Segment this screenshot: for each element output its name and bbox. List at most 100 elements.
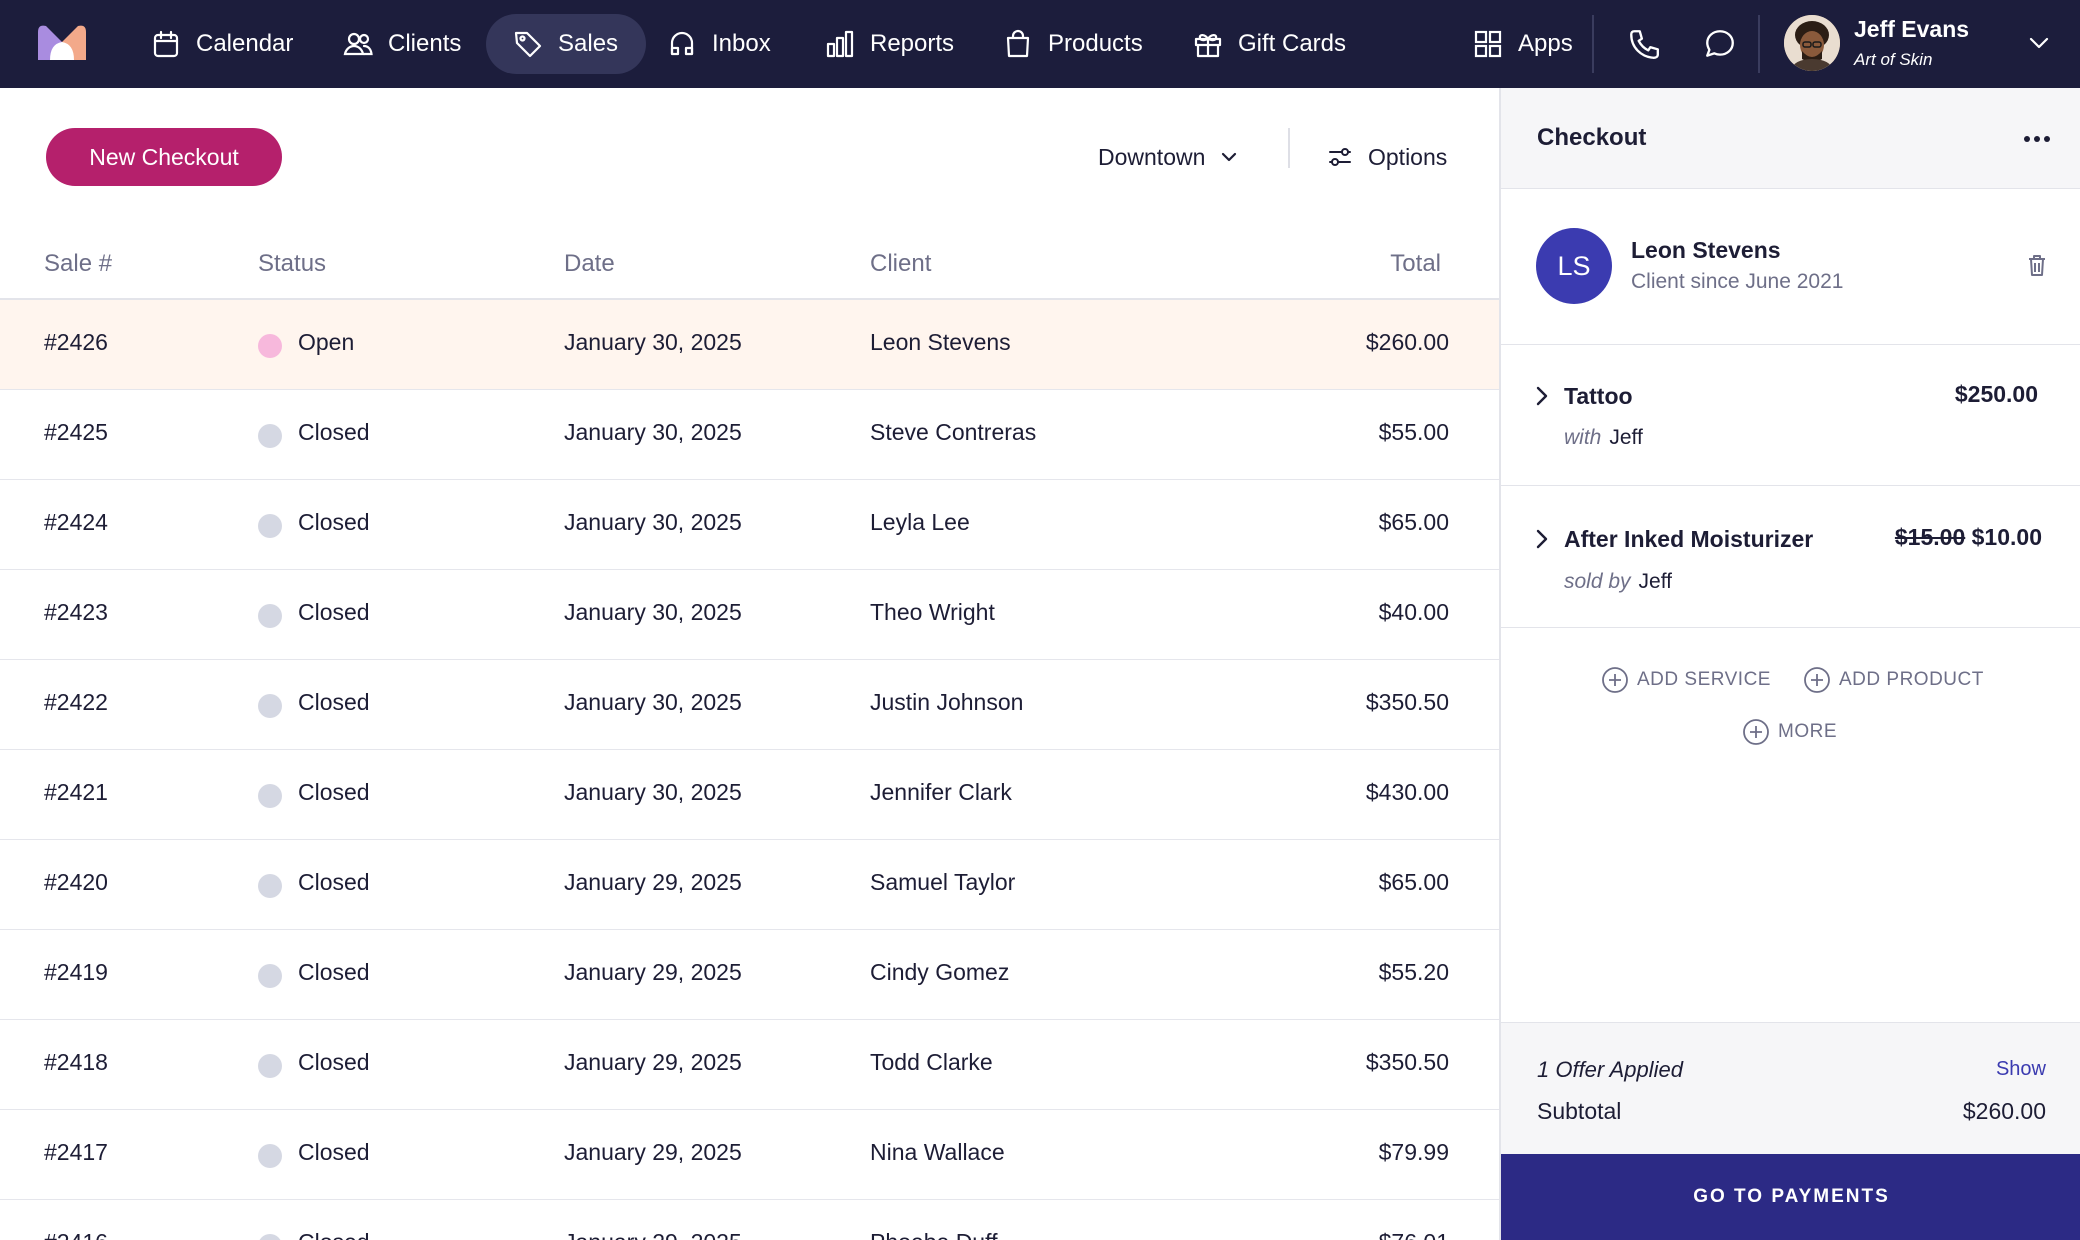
- item-sale-price: $10.00: [1971, 524, 2042, 550]
- tag-icon: [514, 31, 542, 58]
- nav-calendar[interactable]: Calendar: [124, 14, 321, 74]
- table-row[interactable]: #2420 Closed January 29, 2025 Samuel Taylor…: [0, 840, 1499, 930]
- location-dropdown[interactable]: Downtown: [1098, 132, 1241, 182]
- status-dot-icon: [258, 1234, 282, 1240]
- add-product-label: ADD PRODUCT: [1839, 669, 1984, 690]
- nav-divider: [1758, 15, 1760, 73]
- sale-total: $55.20: [1378, 959, 1449, 985]
- status-dot-icon: [258, 1144, 282, 1168]
- chat-button[interactable]: [1696, 20, 1744, 68]
- status-dot-icon: [258, 514, 282, 538]
- shopping-bag-icon: [1006, 29, 1030, 58]
- add-product-button[interactable]: ADD PRODUCT: [1803, 666, 1984, 694]
- chevron-right-icon[interactable]: [1531, 526, 1553, 552]
- phone-button[interactable]: [1620, 20, 1668, 68]
- sale-date: January 29, 2025: [564, 1049, 742, 1075]
- column-header-total[interactable]: Total: [1390, 250, 1441, 277]
- table-row[interactable]: #2416 Closed January 29, 2025 Phoebe Duff $7…: [0, 1200, 1499, 1240]
- plus-circle-icon: [1743, 719, 1769, 745]
- client-since: Client since June 2021: [1631, 270, 1844, 293]
- sale-total: $40.00: [1378, 599, 1449, 625]
- nav-reports[interactable]: Reports: [798, 14, 982, 74]
- table-row[interactable]: #2418 Closed January 29, 2025 Todd Clarke $3…: [0, 1020, 1499, 1110]
- gift-icon: [1194, 34, 1222, 58]
- sale-number: #2425: [44, 419, 108, 445]
- brand-logo[interactable]: [36, 22, 88, 62]
- column-header-date[interactable]: Date: [564, 250, 615, 277]
- show-offers-link[interactable]: Show: [1995, 1058, 2046, 1080]
- nav-reports-label: Reports: [870, 30, 955, 57]
- user-organization: Art of Skin: [1854, 50, 1933, 69]
- table-row[interactable]: #2417 Closed January 29, 2025 Nina Wallace $…: [0, 1110, 1499, 1200]
- sale-status: Closed: [298, 1229, 370, 1240]
- item-price: $15.00 $10.00: [1895, 524, 2042, 551]
- sale-total: $350.50: [1365, 1049, 1449, 1075]
- table-row[interactable]: #2425 Closed January 30, 2025 Steve Contrer…: [0, 390, 1499, 480]
- more-actions-button[interactable]: MORE: [1742, 718, 1837, 746]
- client-avatar[interactable]: LS: [1536, 228, 1612, 304]
- nav-apps[interactable]: Apps: [1446, 14, 1601, 74]
- sale-client: Samuel Taylor: [870, 869, 1016, 895]
- status-dot-icon: [258, 694, 282, 718]
- nav-inbox[interactable]: Inbox: [640, 14, 799, 74]
- subtotal-label: Subtotal: [1537, 1098, 1622, 1124]
- status-dot-icon: [258, 874, 282, 898]
- sale-status: Closed: [298, 1139, 370, 1165]
- user-avatar[interactable]: [1784, 15, 1840, 71]
- sale-total: $65.00: [1378, 869, 1449, 895]
- chevron-right-icon[interactable]: [1531, 383, 1553, 409]
- trash-icon[interactable]: [2023, 251, 2051, 279]
- sale-date: January 29, 2025: [564, 1139, 742, 1165]
- sale-total: $65.00: [1378, 509, 1449, 535]
- go-to-payments-button[interactable]: GO TO PAYMENTS: [1501, 1154, 2080, 1240]
- status-dot-icon: [258, 604, 282, 628]
- status-dot-icon: [258, 424, 282, 448]
- nav-sales[interactable]: Sales: [486, 14, 647, 74]
- item-name[interactable]: Tattoo: [1564, 383, 1633, 409]
- nav-gift-cards[interactable]: Gift Cards: [1166, 14, 1374, 74]
- client-name[interactable]: Leon Stevens: [1631, 237, 1781, 263]
- column-header-sale[interactable]: Sale #: [44, 250, 113, 277]
- sale-client: Nina Wallace: [870, 1139, 1005, 1165]
- sale-total: $79.99: [1378, 1139, 1449, 1165]
- chevron-down-icon[interactable]: [2024, 28, 2054, 58]
- table-row[interactable]: #2421 Closed January 30, 2025 Jennifer Clar…: [0, 750, 1499, 840]
- options-button[interactable]: Options: [1326, 132, 1447, 182]
- sales-table: Sale # Status Date Client Total #2426 Ope…: [0, 240, 1499, 1240]
- item-name[interactable]: After Inked Moisturizer: [1564, 526, 1814, 552]
- bar-chart-icon: [826, 30, 854, 58]
- sliders-icon: [1329, 148, 1351, 166]
- table-row[interactable]: #2423 Closed January 30, 2025 Theo Wright $4…: [0, 570, 1499, 660]
- options-label: Options: [1368, 143, 1448, 170]
- column-header-status[interactable]: Status: [258, 250, 327, 277]
- status-dot-icon: [258, 1054, 282, 1078]
- table-row[interactable]: #2422 Closed January 30, 2025 Justin Johnso…: [0, 660, 1499, 750]
- sale-number: #2417: [44, 1139, 108, 1165]
- sales-list-area: New Checkout Downtown Options Sale # Sta…: [0, 88, 1499, 1240]
- add-service-button[interactable]: ADD SERVICE: [1601, 666, 1771, 694]
- table-row[interactable]: #2419 Closed January 29, 2025 Cindy Gomez $5…: [0, 930, 1499, 1020]
- checkout-line-item: After Inked Moisturizer $15.00 $10.00 so…: [1501, 486, 2080, 628]
- sale-date: January 30, 2025: [564, 419, 742, 445]
- table-row[interactable]: #2424 Closed January 30, 2025 Leyla Lee $65.…: [0, 480, 1499, 570]
- column-header-client[interactable]: Client: [870, 250, 932, 277]
- sale-date: January 29, 2025: [564, 959, 742, 985]
- calendar-icon: [153, 30, 179, 58]
- sale-number: #2420: [44, 869, 108, 895]
- table-row[interactable]: #2426 Open January 30, 2025 Leon Stevens $26…: [0, 300, 1499, 390]
- sale-date: January 30, 2025: [564, 329, 742, 355]
- sale-status: Closed: [298, 1049, 370, 1075]
- status-dot-icon: [258, 334, 282, 358]
- nav-sales-label: Sales: [558, 30, 619, 57]
- sale-number: #2426: [44, 329, 108, 355]
- new-checkout-button[interactable]: New Checkout: [46, 128, 282, 186]
- nav-clients[interactable]: Clients: [316, 14, 489, 74]
- item-staff-name: Jeff: [1638, 570, 1673, 593]
- more-options-icon[interactable]: [2017, 122, 2057, 156]
- sale-date: January 29, 2025: [564, 1229, 742, 1240]
- status-dot-icon: [258, 784, 282, 808]
- nav-calendar-label: Calendar: [196, 30, 294, 57]
- subtotal-value: $260.00: [1962, 1098, 2046, 1124]
- nav-products[interactable]: Products: [976, 14, 1171, 74]
- toolbar-divider: [1288, 128, 1290, 168]
